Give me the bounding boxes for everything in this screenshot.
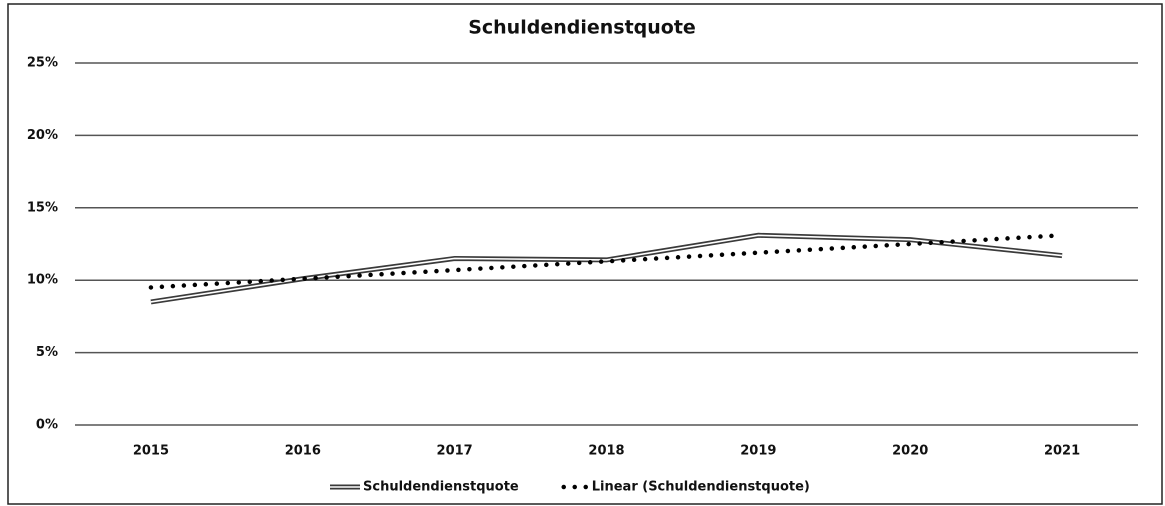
x-tick-label: 2020 bbox=[892, 444, 928, 459]
x-tick-label: 2019 bbox=[740, 444, 776, 459]
legend-label: Linear (Schuldendienstquote) bbox=[592, 480, 810, 495]
series-line-inner bbox=[150, 234, 1063, 303]
x-tick-label: 2016 bbox=[285, 444, 321, 459]
series-line bbox=[150, 232, 1063, 305]
y-tick-label: 5% bbox=[36, 345, 58, 360]
x-tick-label: 2015 bbox=[133, 444, 169, 459]
y-tick-label: 20% bbox=[27, 128, 58, 143]
y-tick-label: 0% bbox=[36, 418, 58, 433]
x-tick-label: 2017 bbox=[437, 444, 473, 459]
legend-label: Schuldendienstquote bbox=[363, 480, 519, 495]
x-tick-label: 2018 bbox=[588, 444, 624, 459]
trend-line bbox=[148, 233, 1065, 290]
chart-frame bbox=[7, 3, 1163, 505]
y-tick-label: 10% bbox=[27, 273, 58, 288]
chart-title: Schuldendienstquote bbox=[468, 17, 696, 39]
y-tick-label: 15% bbox=[27, 200, 58, 215]
x-tick-label: 2021 bbox=[1044, 444, 1080, 459]
y-tick-label: 25% bbox=[27, 56, 58, 71]
